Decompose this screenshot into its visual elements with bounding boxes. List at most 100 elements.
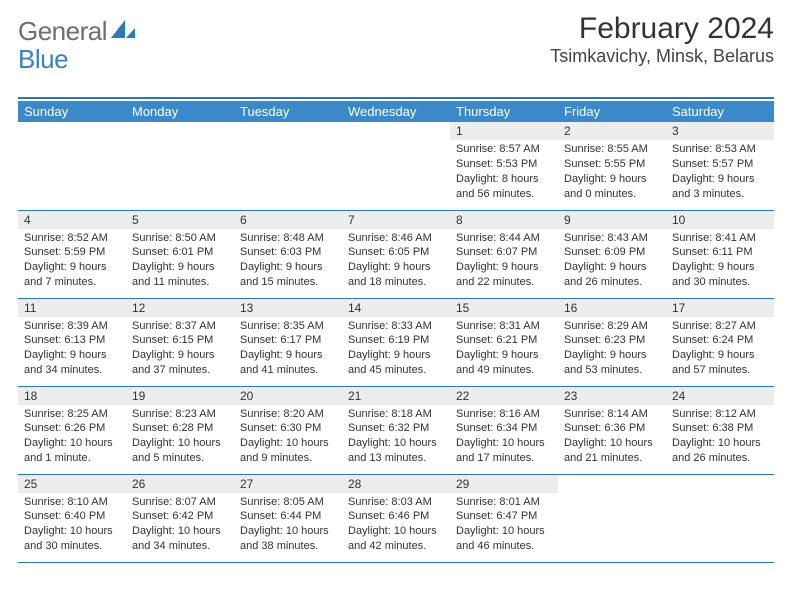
sunrise-text: Sunrise: 8:20 AM — [240, 407, 336, 422]
sunset-text: Sunset: 6:13 PM — [24, 333, 120, 348]
cell-body: Sunrise: 8:31 AMSunset: 6:21 PMDaylight:… — [450, 317, 558, 382]
daylight-text: Daylight: 10 hours and 13 minutes. — [348, 436, 444, 466]
day-number: 17 — [666, 299, 774, 317]
sunset-text: Sunset: 6:01 PM — [132, 245, 228, 260]
brand-text-blue-wrap: Blue — [18, 44, 68, 75]
calendar-cell: 26Sunrise: 8:07 AMSunset: 6:42 PMDayligh… — [126, 474, 234, 562]
cell-body: Sunrise: 8:52 AMSunset: 5:59 PMDaylight:… — [18, 229, 126, 294]
sunrise-text: Sunrise: 8:14 AM — [564, 407, 660, 422]
cell-body: Sunrise: 8:05 AMSunset: 6:44 PMDaylight:… — [234, 493, 342, 558]
calendar-row: 18Sunrise: 8:25 AMSunset: 6:26 PMDayligh… — [18, 386, 774, 474]
dayheader-tue: Tuesday — [234, 101, 342, 122]
calendar-table: Sunday Monday Tuesday Wednesday Thursday… — [18, 101, 774, 563]
daylight-text: Daylight: 10 hours and 34 minutes. — [132, 524, 228, 554]
brand-sail-icon — [111, 20, 137, 45]
calendar-cell: 4Sunrise: 8:52 AMSunset: 5:59 PMDaylight… — [18, 210, 126, 298]
calendar-page: General February 2024 Tsimkavichy, Minsk… — [0, 0, 792, 612]
calendar-cell — [558, 474, 666, 562]
daylight-text: Daylight: 9 hours and 22 minutes. — [456, 260, 552, 290]
sunrise-text: Sunrise: 8:55 AM — [564, 142, 660, 157]
day-number: 10 — [666, 211, 774, 229]
sunset-text: Sunset: 6:19 PM — [348, 333, 444, 348]
cell-body: Sunrise: 8:27 AMSunset: 6:24 PMDaylight:… — [666, 317, 774, 382]
dayheader-sun: Sunday — [18, 101, 126, 122]
sunrise-text: Sunrise: 8:16 AM — [456, 407, 552, 422]
day-number: 3 — [666, 122, 774, 140]
day-number: 7 — [342, 211, 450, 229]
brand-text-general: General — [18, 16, 107, 47]
sunrise-text: Sunrise: 8:39 AM — [24, 319, 120, 334]
sunrise-text: Sunrise: 8:35 AM — [240, 319, 336, 334]
sunrise-text: Sunrise: 8:31 AM — [456, 319, 552, 334]
calendar-row: 11 Sunrise: 8:39 AMSunset: 6:13 PM Dayligh… — [18, 298, 774, 386]
day-number: 27 — [234, 475, 342, 493]
sunset-text: Sunset: 6:09 PM — [564, 245, 660, 260]
daylight-text: Daylight: 10 hours and 5 minutes. — [132, 436, 228, 466]
calendar-cell: 7Sunrise: 8:46 AMSunset: 6:05 PMDaylight… — [342, 210, 450, 298]
dayheader-fri: Friday — [558, 101, 666, 122]
calendar-cell — [18, 122, 126, 210]
sunset-text: Sunset: 6:32 PM — [348, 421, 444, 436]
day-number: 6 — [234, 211, 342, 229]
daylight-text: Daylight: 9 hours and 41 minutes. — [240, 348, 336, 378]
calendar-cell: 17Sunrise: 8:27 AMSunset: 6:24 PMDayligh… — [666, 298, 774, 386]
sunrise-text: Sunrise: 8:10 AM — [24, 495, 120, 510]
cell-body: Sunrise: 8:50 AMSunset: 6:01 PMDaylight:… — [126, 229, 234, 294]
daylight-text: Daylight: 9 hours and 11 minutes. — [132, 260, 228, 290]
daylight-text: Daylight: 10 hours and 46 minutes. — [456, 524, 552, 554]
cell-body: Sunrise: 8:46 AMSunset: 6:05 PMDaylight:… — [342, 229, 450, 294]
location-subtitle: Tsimkavichy, Minsk, Belarus — [550, 46, 774, 67]
daylight-text: Daylight: 9 hours and 7 minutes. — [24, 260, 120, 290]
cell-body: Sunrise: 8:23 AMSunset: 6:28 PMDaylight:… — [126, 405, 234, 470]
header-rule — [18, 97, 774, 99]
cell-body: Sunrise: 8:35 AMSunset: 6:17 PMDaylight:… — [234, 317, 342, 382]
calendar-head: Sunday Monday Tuesday Wednesday Thursday… — [18, 101, 774, 122]
brand-text-blue: Blue — [18, 44, 68, 74]
calendar-cell: 12Sunrise: 8:37 AMSunset: 6:15 PMDayligh… — [126, 298, 234, 386]
calendar-cell: 9Sunrise: 8:43 AMSunset: 6:09 PMDaylight… — [558, 210, 666, 298]
sunset-text: Sunset: 6:07 PM — [456, 245, 552, 260]
calendar-cell: 29Sunrise: 8:01 AMSunset: 6:47 PMDayligh… — [450, 474, 558, 562]
sunset-text: Sunset: 6:17 PM — [240, 333, 336, 348]
day-number: 11 — [18, 299, 126, 317]
day-number: 13 — [234, 299, 342, 317]
day-number: 8 — [450, 211, 558, 229]
sunrise-text: Sunrise: 8:25 AM — [24, 407, 120, 422]
sunset-text: Sunset: 6:03 PM — [240, 245, 336, 260]
sunset-text: Sunset: 6:05 PM — [348, 245, 444, 260]
cell-body: Sunrise: 8:01 AMSunset: 6:47 PMDaylight:… — [450, 493, 558, 558]
cell-body: Sunrise: 8:03 AMSunset: 6:46 PMDaylight:… — [342, 493, 450, 558]
calendar-cell: 23Sunrise: 8:14 AMSunset: 6:36 PMDayligh… — [558, 386, 666, 474]
day-number: 28 — [342, 475, 450, 493]
calendar-cell: 21 Sunrise: 8:18 AMSunset: 6:32 PMDayligh… — [342, 386, 450, 474]
sunset-text: Sunset: 6:47 PM — [456, 509, 552, 524]
sunrise-text: Sunrise: 8:18 AM — [348, 407, 444, 422]
sunrise-text: Sunrise: 8:33 AM — [348, 319, 444, 334]
sunrise-text: Sunrise: 8:37 AM — [132, 319, 228, 334]
calendar-row: 25Sunrise: 8:10 AMSunset: 6:40 PMDayligh… — [18, 474, 774, 562]
sunrise-text: Sunrise: 8:03 AM — [348, 495, 444, 510]
cell-body: Sunrise: 8:25 AMSunset: 6:26 PMDaylight:… — [18, 405, 126, 470]
daylight-text: Daylight: 9 hours and 30 minutes. — [672, 260, 768, 290]
dayheader-mon: Monday — [126, 101, 234, 122]
day-number: 25 — [18, 475, 126, 493]
day-number: 9 — [558, 211, 666, 229]
sunset-text: Sunset: 5:59 PM — [24, 245, 120, 260]
calendar-cell: 8Sunrise: 8:44 AMSunset: 6:07 PMDaylight… — [450, 210, 558, 298]
sunset-text: Sunset: 6:36 PM — [564, 421, 660, 436]
calendar-cell: 10Sunrise: 8:41 AMSunset: 6:11 PMDayligh… — [666, 210, 774, 298]
daylight-text: Daylight: 8 hours and 56 minutes. — [456, 172, 552, 202]
daylight-text: Daylight: 9 hours and 57 minutes. — [672, 348, 768, 378]
day-number: 21 — [342, 387, 450, 405]
cell-body: Sunrise: 8:10 AMSunset: 6:40 PMDaylight:… — [18, 493, 126, 558]
cell-body: Sunrise: 8:14 AMSunset: 6:36 PMDaylight:… — [558, 405, 666, 470]
daylight-text: Daylight: 9 hours and 3 minutes. — [672, 172, 768, 202]
sunset-text: Sunset: 6:24 PM — [672, 333, 768, 348]
calendar-cell: 14Sunrise: 8:33 AMSunset: 6:19 PMDayligh… — [342, 298, 450, 386]
title-block: February 2024 Tsimkavichy, Minsk, Belaru… — [550, 12, 774, 67]
page-header: General February 2024 Tsimkavichy, Minsk… — [18, 12, 774, 67]
calendar-cell: 15Sunrise: 8:31 AMSunset: 6:21 PMDayligh… — [450, 298, 558, 386]
daylight-text: Daylight: 10 hours and 42 minutes. — [348, 524, 444, 554]
daylight-text: Daylight: 9 hours and 26 minutes. — [564, 260, 660, 290]
daylight-text: Daylight: 10 hours and 38 minutes. — [240, 524, 336, 554]
